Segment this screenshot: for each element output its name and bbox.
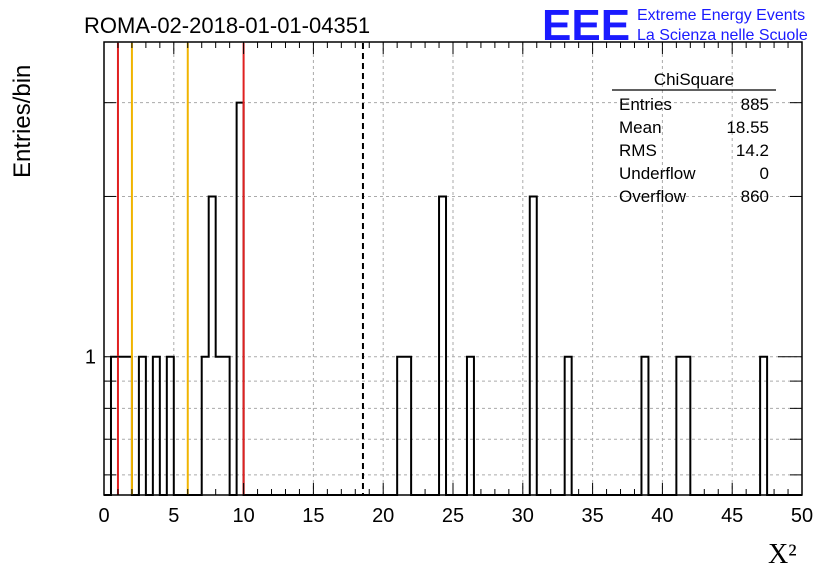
y-tick-label: 1: [85, 347, 96, 369]
stats-label: Underflow: [619, 164, 696, 183]
y-axis-label: Entries/bin: [9, 65, 36, 178]
histogram-bin: [237, 103, 244, 495]
x-tick-label: 20: [372, 505, 394, 527]
histogram-bin: [404, 357, 411, 495]
histogram-bin: [530, 196, 537, 495]
histogram-bin: [202, 357, 209, 495]
histogram-bin: [139, 357, 146, 495]
histogram-bin: [565, 357, 572, 495]
eee-logo: EEE Extreme Energy Events La Scienza nel…: [542, 1, 808, 50]
histogram-bars: [104, 101, 802, 496]
x-axis-label: X²: [768, 539, 797, 570]
stats-title: ChiSquare: [654, 70, 734, 89]
stats-value: 885: [741, 95, 769, 114]
brand-line-1: Extreme Energy Events: [637, 7, 805, 24]
histogram-bin: [676, 357, 683, 495]
x-tick-label: 15: [302, 505, 324, 527]
x-tick-label: 10: [232, 505, 254, 527]
histogram-bin: [641, 357, 648, 495]
stats-label: Mean: [619, 118, 662, 137]
x-tick-label: 50: [791, 505, 813, 527]
x-tick-label: 0: [98, 505, 109, 527]
stats-value: 860: [741, 187, 769, 206]
x-tick-label: 35: [581, 505, 603, 527]
stats-label: Overflow: [619, 187, 687, 206]
histogram-bin: [167, 357, 174, 495]
histogram-bin: [439, 196, 446, 495]
y-ticks: 1: [85, 102, 802, 476]
brand-line-2: La Scienza nelle Scuole: [637, 27, 808, 44]
histogram-bin: [216, 357, 223, 495]
stats-label: Entries: [619, 95, 672, 114]
histogram-bin: [223, 357, 230, 495]
histogram-bin: [683, 357, 690, 495]
x-tick-label: 25: [442, 505, 464, 527]
stats-rows: Entries 885 Mean 18.55 RMS 14.2 Underflow 0 Over…: [619, 95, 769, 206]
x-tick-label: 45: [721, 505, 743, 527]
x-tick-label: 5: [168, 505, 179, 527]
histogram-bin: [397, 357, 404, 495]
stats-value: 0: [760, 164, 769, 183]
histogram-bin: [760, 357, 767, 495]
stats-label: RMS: [619, 141, 657, 160]
x-tick-label: 30: [512, 505, 534, 527]
x-ticks: 0 5 10 15 20 25 30 35 40 45 50: [98, 42, 813, 527]
stats-box: ChiSquare Entries 885 Mean 18.55 RMS 14.2 Unde…: [612, 70, 776, 206]
stats-value: 14.2: [736, 141, 769, 160]
reference-lines: [116, 43, 364, 495]
histogram-bin: [125, 357, 132, 495]
histogram-bin: [118, 357, 125, 495]
histogram-bin: [209, 196, 216, 495]
histogram-bin: [111, 357, 118, 495]
chart-title: ROMA-02-2018-01-01-04351: [84, 13, 370, 38]
x-tick-label: 40: [651, 505, 673, 527]
stats-value: 18.55: [726, 118, 769, 137]
histogram-bin: [153, 357, 160, 495]
histogram-bin: [467, 357, 474, 495]
